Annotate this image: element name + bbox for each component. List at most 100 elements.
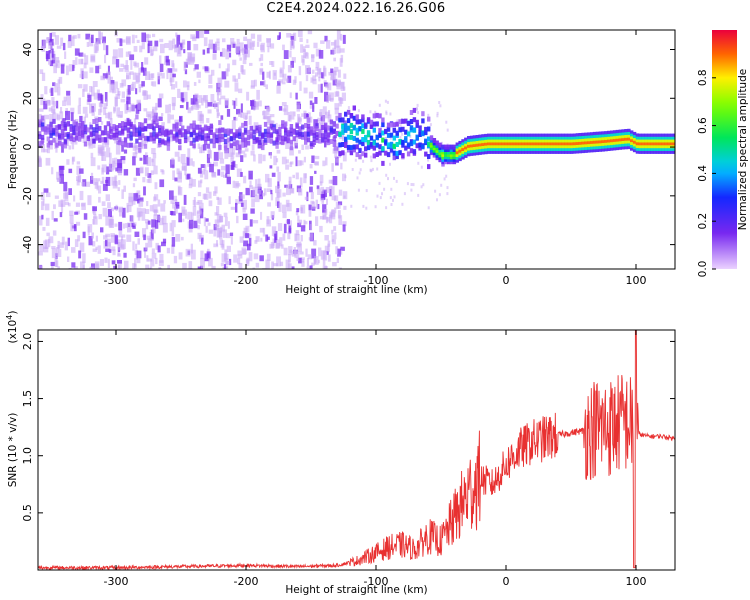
spectrogram-noise-cell [311, 54, 315, 63]
spectrogram-noise-cell [266, 253, 271, 261]
spectrogram-ridge-cell [664, 142, 668, 146]
spectrogram-noise-cell [243, 153, 247, 158]
spectrogram-noise-cell [279, 237, 283, 247]
spectrogram-ridge-cell [152, 131, 156, 137]
spectrogram-ridge-cell [452, 144, 457, 150]
spectrogram-noise-cell [92, 81, 98, 87]
spectrogram-ridge-cell [524, 136, 528, 140]
spectrogram-noise-cell [282, 233, 286, 241]
spectrogram-noise-cell [230, 206, 236, 210]
spectrogram-noise-cell [216, 206, 220, 216]
spectrogram-ridge-cell [289, 139, 294, 145]
spectrogram-noise-cell [225, 173, 228, 178]
spectrogram-noise-cell [239, 42, 244, 51]
spectrogram-ridge-cell [575, 133, 580, 137]
spectrogram-ridge-cell [301, 132, 305, 138]
spectrogram-ridge-cell [206, 136, 211, 141]
spectrogram-noise-cell [83, 62, 87, 69]
spectrogram-noise-cell [151, 148, 156, 155]
spectrogram-noise-cell [303, 156, 306, 163]
spectrogram-noise-cell [115, 94, 120, 99]
spectrogram-ridge-cell [209, 138, 213, 144]
spectrogram-ridge-cell [647, 145, 651, 149]
spectrogram-ridge-cell [78, 126, 82, 132]
spectrogram-noise-cell [295, 211, 299, 216]
spectrogram-ridge-cell [198, 124, 202, 130]
spectrogram-noise-cell [260, 237, 263, 242]
spectrogram-noise-cell [234, 164, 238, 169]
spectrogram-noise-cell [60, 203, 64, 213]
spectrogram-ridge-cell [529, 145, 534, 149]
spectrogram-noise-cell [169, 77, 173, 86]
spectrogram-noise-cell [199, 115, 204, 124]
spectrogram-ridge-cell [621, 137, 625, 141]
spectrogram-ridge-cell [63, 125, 68, 131]
spectrogram-noise-cell [171, 97, 176, 107]
spectrogram-ridge-cell [612, 147, 617, 151]
spectrogram-ridge-cell [235, 140, 239, 145]
y-tick-label: 0.5 [21, 504, 34, 522]
spectrogram-ridge-cell [518, 147, 522, 151]
spectrogram-ridge-cell [183, 134, 188, 140]
spectrogram-noise-cell [289, 249, 292, 254]
spectrogram-ridge-cell [218, 128, 222, 134]
spectrogram-ridge-cell [112, 132, 116, 138]
spectrogram-ridge-cell [412, 149, 417, 155]
spectrogram-noise-cell [319, 216, 325, 220]
spectrogram-noise-cell [93, 178, 97, 186]
spectrogram-ridge-cell [532, 139, 537, 143]
spectrogram-noise-cell [146, 94, 151, 100]
spectrogram-noise-cell [113, 107, 116, 114]
spectrogram-noise-cell [82, 133, 87, 143]
spectrogram-noise-cell [159, 253, 164, 263]
spectrogram-noise-cell [231, 120, 236, 130]
spectrogram-noise-cell [177, 156, 181, 162]
spectrogram-ridge-cell [575, 136, 580, 140]
colorbar-label: Normalized spectral amplitude [737, 69, 749, 230]
spectrogram-noise-cell [317, 117, 322, 122]
spectrogram-ridge-cell [572, 142, 577, 146]
spectrogram-noise-cell [66, 159, 70, 165]
spectrogram-noise-cell [220, 51, 223, 57]
spectrogram-ridge-cell [401, 142, 405, 148]
spectrogram-noise-cell [167, 113, 171, 124]
spectrogram-ridge-cell [252, 129, 256, 135]
spectrogram-ridge-cell [83, 141, 88, 147]
spectrogram-ridge-cell [481, 151, 485, 155]
spectrogram-ridge-cell [100, 130, 105, 136]
spectrogram-ridge-cell [138, 122, 142, 127]
spectrogram-ridge-cell [567, 145, 571, 149]
spectrogram-ridge-cell [235, 133, 239, 139]
spectrogram-noise-cell [147, 173, 152, 178]
spectrogram-ridge-cell [507, 150, 511, 154]
spectrogram-ridge-cell [515, 136, 519, 140]
spectrogram-ridge-cell [632, 134, 637, 138]
spectrogram-noise-cell [96, 41, 99, 51]
spectrogram-ridge-cell [495, 145, 499, 149]
spectrogram-ridge-cell [392, 122, 396, 128]
spectrogram-noise-cell [78, 97, 81, 106]
spectrogram-ridge-cell [667, 136, 671, 140]
spectrogram-ridge-cell [155, 119, 159, 125]
spectrogram-ridge-cell [492, 136, 497, 140]
spectrogram-ridge-cell [524, 139, 528, 143]
spectrogram-ridge-cell [398, 150, 402, 156]
spectrogram-ridge-cell [498, 142, 502, 146]
spectrogram-noise-cell [288, 263, 292, 269]
spectrogram-noise-cell [115, 59, 120, 68]
spectrogram-ridge-cell [263, 137, 268, 143]
spectrogram-noise-cell [70, 112, 74, 122]
spectrogram-noise-cell [54, 62, 58, 67]
spectrogram-noise-cell [417, 161, 420, 165]
spectrogram-noise-cell [46, 192, 51, 198]
spectrogram-noise-cell [52, 82, 56, 87]
spectrogram-noise-cell [200, 144, 205, 154]
spectrogram-ridge-cell [630, 144, 634, 148]
spectrogram-ridge-cell [601, 145, 605, 149]
spectrogram-ridge-cell [635, 136, 640, 140]
spectrogram-noise-cell [315, 72, 319, 77]
spectrogram-noise-cell [410, 188, 413, 192]
spectrogram-noise-cell [185, 248, 191, 257]
spectrogram-noise-cell [259, 255, 264, 262]
spectrogram-ridge-cell [644, 136, 648, 140]
